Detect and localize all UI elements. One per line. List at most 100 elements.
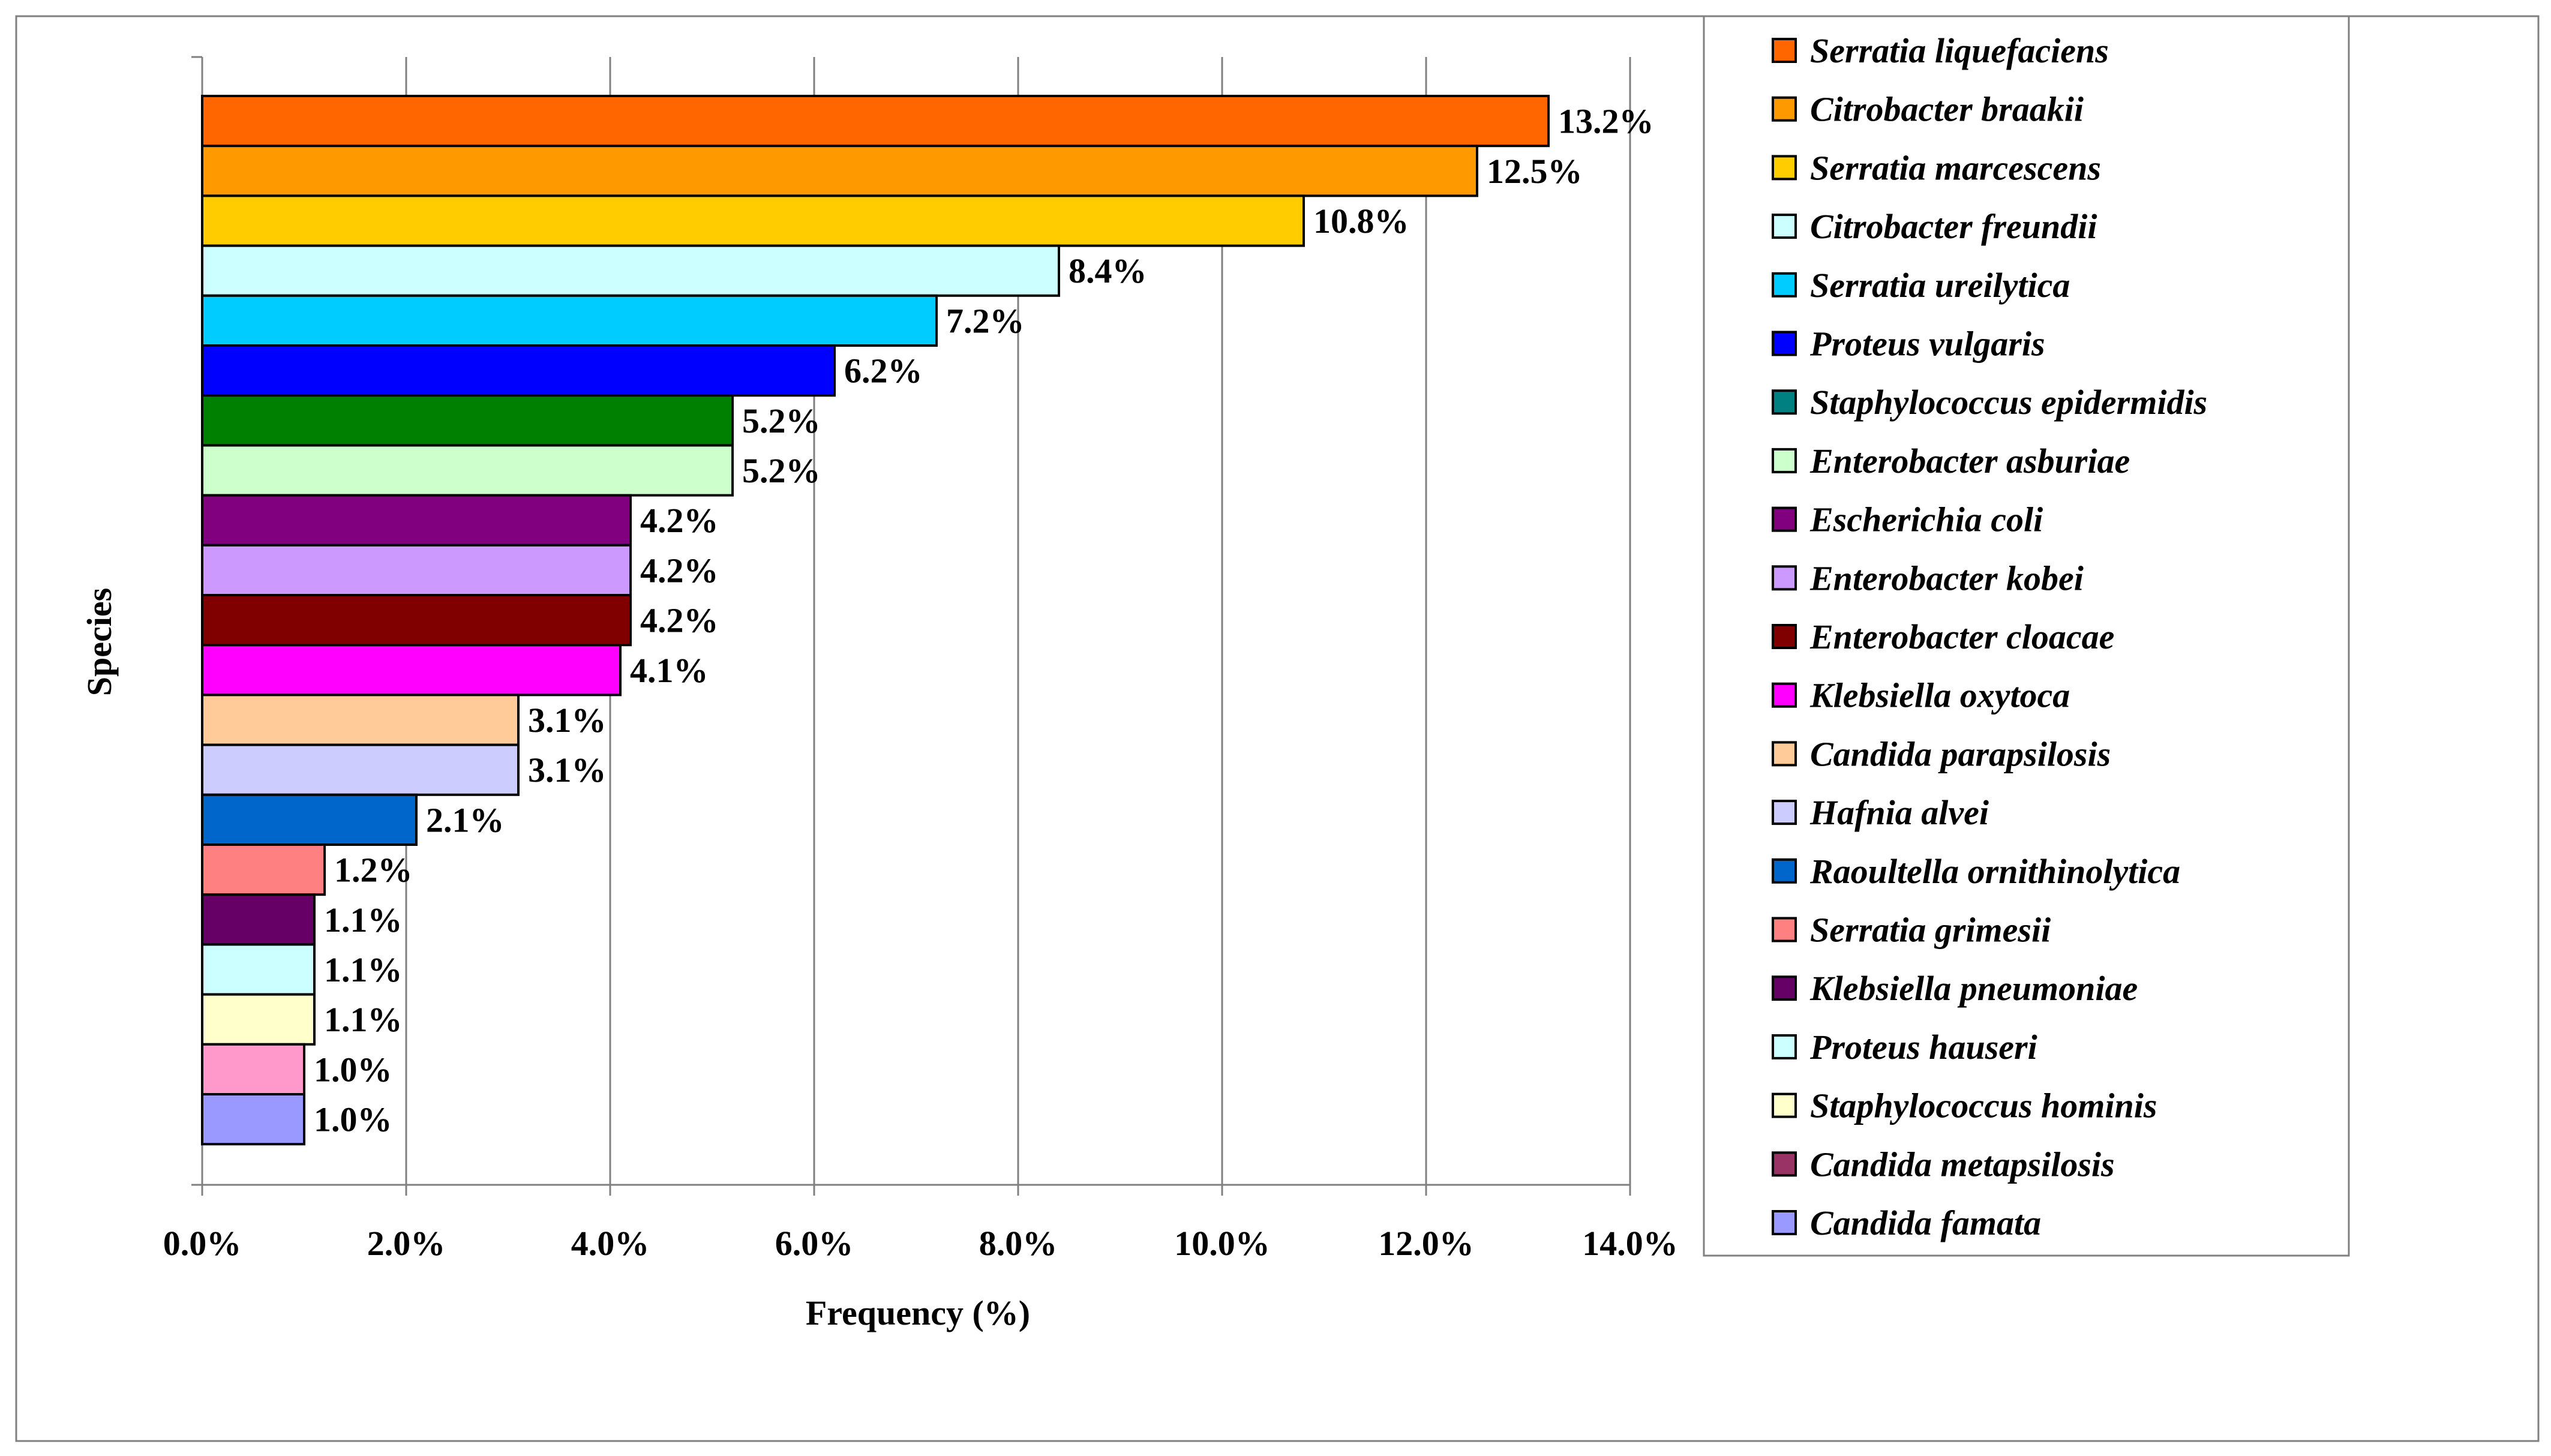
legend-label: Raoultella ornithinolytica [1809,852,2180,891]
legend-label: Serratia grimesii [1810,911,2051,950]
legend-label: Proteus hauseri [1809,1028,2037,1067]
legend-label: Candida metapsilosis [1810,1145,2115,1184]
bar [201,145,1478,197]
data-label: 2.1% [426,800,505,839]
legend-label: Hafnia alvei [1809,793,1989,832]
legend-label: Staphylococcus hominis [1810,1086,2157,1125]
x-tick-label: 2.0% [367,1224,446,1263]
bar [201,294,938,347]
data-label: 13.2% [1558,102,1654,141]
legend-swatch [1772,448,1797,473]
x-tick-label: 0.0% [163,1224,242,1263]
data-label: 4.2% [640,551,719,590]
data-labels: 13.2% 12.5% 10.8% 8.4% 7.2% 6.2% 5.2% 5.2% 4.2% 4… [314,102,1654,1139]
bar [201,793,418,846]
x-tick-label: 12.0% [1378,1224,1474,1263]
legend-swatch [1772,38,1797,63]
legend-swatch [1772,800,1797,825]
legend-label: Enterobacter cloacae [1809,617,2114,656]
data-label: 3.1% [528,750,607,789]
data-label: 5.2% [742,451,821,490]
bar [201,494,632,547]
data-label: 4.2% [640,501,719,540]
legend-swatch [1772,506,1797,532]
legend-swatch [1772,1151,1797,1177]
legend-swatch [1772,272,1797,298]
bar [201,444,734,497]
legend-label: Escherichia coli [1809,500,2043,539]
bar [201,743,520,796]
legend-swatch [1772,624,1797,649]
bar [201,394,734,447]
legend-label: Enterobacter asburiae [1809,442,2130,481]
data-label: 1.1% [324,950,403,989]
legend-label: Klebsiella oxytoca [1809,676,2070,715]
legend-label: Serratia liquefaciens [1810,31,2109,70]
legend-label: Staphylococcus epidermidis [1810,383,2207,422]
legend-swatch [1772,96,1797,122]
data-label: 12.5% [1487,152,1583,191]
legend-label: Citrobacter braakii [1810,90,2084,129]
bar [201,943,316,996]
legend-swatch [1772,741,1797,767]
data-label: 4.1% [630,651,709,690]
x-tick-label: 8.0% [979,1224,1058,1263]
legend-label: Proteus vulgaris [1809,325,2045,364]
data-label: 1.1% [324,1000,403,1039]
bar [201,1093,305,1146]
data-label: 6.2% [844,352,923,391]
bar [201,993,316,1046]
data-label: 1.2% [334,851,413,890]
data-label: 5.2% [742,401,821,440]
legend-swatch [1772,155,1797,181]
legend-swatch [1772,858,1797,884]
bar [201,344,836,397]
x-tick-label: 6.0% [775,1224,854,1263]
legend-swatch [1772,682,1797,708]
bar [201,843,326,896]
x-axis-title: Frequency (%) [806,1293,1030,1332]
data-label: 1.0% [314,1050,392,1089]
legend-box [1703,15,2350,1257]
data-label: 1.0% [314,1100,392,1139]
legend-label: Citrobacter freundii [1810,207,2097,246]
legend-swatch [1772,331,1797,356]
bar [201,95,1550,148]
bar [201,194,1305,247]
bar [201,694,520,746]
x-tick-labels: 0.0% 2.0% 4.0% 6.0% 8.0% 10.0% 12.0% 14.0% [163,1224,1678,1263]
legend-label: Klebsiella pneumoniae [1809,969,2138,1008]
bar [201,1043,305,1096]
bars [201,95,1550,1146]
data-label: 3.1% [528,701,607,740]
data-label: 4.2% [640,601,719,640]
bar [201,544,632,596]
legend-swatch [1772,1092,1797,1118]
legend-swatch [1772,565,1797,591]
legend-label: Enterobacter kobei [1809,559,2084,598]
legend-swatch [1772,1034,1797,1059]
x-tick-label: 14.0% [1582,1224,1678,1263]
bar [201,893,316,946]
legend-swatch [1772,917,1797,942]
legend-swatch [1772,975,1797,1001]
legend-label: Candida famata [1810,1203,2041,1242]
legend-swatch [1772,1210,1797,1235]
legend: Serratia liquefaciens Citrobacter braakii… [1703,15,2350,1257]
legend-swatch [1772,389,1797,415]
legend-label: Candida parapsilosis [1810,734,2111,773]
y-axis-title: Species [80,588,119,696]
data-label: 8.4% [1069,251,1147,290]
legend-swatch [1772,214,1797,239]
bar [201,594,632,647]
bar [201,644,622,697]
x-tick-label: 4.0% [571,1224,650,1263]
x-tick-label: 10.0% [1174,1224,1270,1263]
legend-label: Serratia ureilytica [1810,266,2070,305]
data-label: 10.8% [1313,202,1409,241]
legend-label: Serratia marcescens [1810,148,2101,187]
data-label: 7.2% [946,301,1025,340]
bar [201,244,1060,297]
data-label: 1.1% [324,900,403,939]
